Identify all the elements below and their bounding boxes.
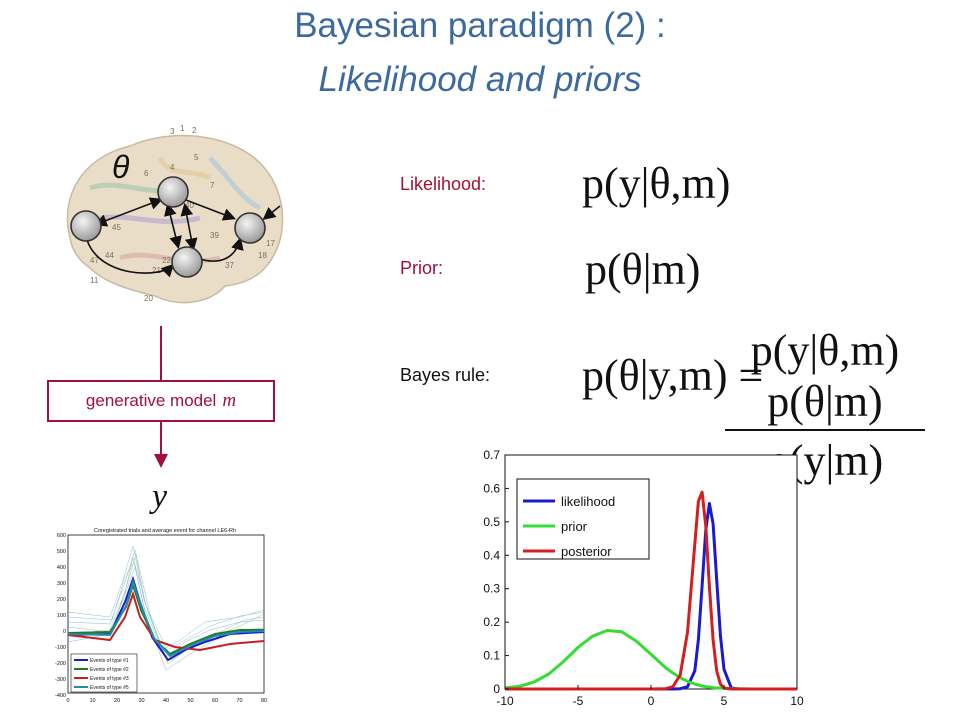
brain-area-label: 11 bbox=[90, 276, 99, 285]
eeg-ytick: -200 bbox=[55, 661, 66, 667]
fraction-bar bbox=[725, 429, 925, 431]
legend-label-prior: prior bbox=[561, 519, 588, 534]
connection-arrow bbox=[86, 239, 175, 278]
chart-legend bbox=[516, 478, 650, 560]
y-tick-label: 0.7 bbox=[483, 448, 500, 462]
prior-formula: p(θ|m) bbox=[585, 245, 701, 294]
connection-arrow bbox=[185, 199, 236, 221]
eeg-ytick: 400 bbox=[57, 565, 66, 571]
likelihood-formula: p(y|θ,m) bbox=[582, 159, 731, 208]
eeg-ytick: 200 bbox=[57, 597, 66, 603]
legend-label-posterior: posterior bbox=[561, 544, 612, 559]
legend-label-likelihood: likelihood bbox=[561, 494, 615, 509]
network-node bbox=[171, 246, 203, 278]
eeg-ytick: 100 bbox=[57, 613, 66, 619]
connection-arrow bbox=[94, 197, 163, 227]
eeg-xtick: 40 bbox=[163, 698, 169, 704]
x-tick-label: 10 bbox=[790, 694, 804, 708]
input-arrow bbox=[262, 205, 281, 220]
slide-subtitle: Likelihood and priors bbox=[318, 60, 642, 99]
eeg-ytick: 300 bbox=[57, 581, 66, 587]
bayes-rule-label: Bayes rule: bbox=[400, 365, 491, 385]
eeg-ytick: 600 bbox=[57, 533, 66, 539]
generative-model-box: generative model m bbox=[47, 380, 275, 422]
brain-area-label: 17 bbox=[266, 239, 275, 248]
network-node bbox=[157, 176, 189, 208]
brain-area-label: 44 bbox=[105, 251, 114, 260]
x-tick-label: 5 bbox=[721, 694, 728, 708]
brain-area-label: 20 bbox=[144, 294, 153, 303]
brain-area-label: 37 bbox=[225, 261, 234, 270]
model-symbol: m bbox=[222, 390, 237, 411]
series-line-posterior bbox=[505, 490, 797, 691]
eeg-average-type5 bbox=[67, 578, 265, 658]
brain-area-label: 39 bbox=[210, 231, 219, 240]
eeg-xtick: 10 bbox=[89, 698, 95, 704]
y-tick-label: 0.4 bbox=[483, 548, 500, 562]
x-tick-label: -5 bbox=[573, 694, 584, 708]
brain-area-label: 22 bbox=[162, 256, 171, 265]
brain-network-diagram: 3 1 2 5 4 7 6 19 17 18 37 21 20 39 40 44… bbox=[66, 124, 284, 304]
eeg-xtick: 80 bbox=[261, 698, 267, 704]
connection-arrow bbox=[164, 202, 182, 250]
brain-area-label: 18 bbox=[258, 251, 267, 260]
eeg-xtick: 70 bbox=[236, 698, 242, 704]
generative-model-label: generative model bbox=[85, 391, 217, 410]
eeg-xtick: 60 bbox=[212, 698, 218, 704]
eeg-ytick: 500 bbox=[57, 549, 66, 555]
likelihood-label: Likelihood: bbox=[400, 174, 487, 194]
connection-arrow bbox=[180, 202, 198, 252]
generative-model-arrow bbox=[154, 326, 168, 468]
brain-area-label: 4 bbox=[170, 163, 175, 172]
eeg-xtick: 0 bbox=[66, 698, 69, 704]
eeg-ytick: -100 bbox=[55, 645, 66, 651]
brain-area-label: 2 bbox=[192, 126, 197, 135]
eeg-legend bbox=[70, 653, 138, 693]
eeg-average-type3 bbox=[67, 590, 265, 652]
y-tick-label: 0.1 bbox=[483, 649, 500, 663]
eeg-legend-entry: Events of type #5 bbox=[90, 685, 129, 691]
brain-area-label: 3 bbox=[170, 127, 175, 136]
brain-area-label: 5 bbox=[194, 153, 199, 162]
theta-label: θ bbox=[112, 149, 130, 185]
eeg-xtick: 50 bbox=[187, 698, 193, 704]
eeg-trials-plot: Coregistrated trials and average event f… bbox=[55, 528, 267, 704]
prior-label: Prior: bbox=[400, 258, 444, 278]
y-tick-label: 0.3 bbox=[483, 582, 500, 596]
brain-area-label: 45 bbox=[112, 223, 121, 232]
y-tick-label: 0 bbox=[493, 682, 500, 696]
network-node bbox=[70, 210, 102, 242]
eeg-ytick: -300 bbox=[55, 677, 66, 683]
y-tick-label: 0.2 bbox=[483, 615, 500, 629]
y-tick-label: 0.5 bbox=[483, 515, 500, 529]
x-tick-label: 0 bbox=[648, 694, 655, 708]
brain-area-label: 6 bbox=[144, 169, 149, 178]
x-tick-label: -10 bbox=[496, 694, 514, 708]
brain-area-label: 7 bbox=[210, 181, 215, 190]
distribution-chart: -10 -5 0 5 10 0 0.1 0.2 0.3 0.4 0.5 0.6 0.7 likelih… bbox=[483, 448, 804, 708]
eeg-legend-entry: Events of type #1 bbox=[90, 658, 129, 664]
eeg-xtick: 30 bbox=[138, 698, 144, 704]
eeg-xtick: 20 bbox=[114, 698, 120, 704]
brain-area-label: 47 bbox=[90, 256, 99, 265]
bayes-lhs-formula: p(θ|y,m) = bbox=[582, 351, 764, 400]
eeg-legend-entry: Events of type #2 bbox=[90, 667, 129, 673]
eeg-plot-title: Coregistrated trials and average event f… bbox=[94, 528, 236, 534]
bayes-numerator: p(y|θ,m) p(θ|m) bbox=[750, 326, 900, 426]
eeg-legend-entry: Events of type #3 bbox=[90, 676, 129, 682]
brain-area-label: 1 bbox=[180, 124, 185, 133]
slide-title: Bayesian paradigm (2) : bbox=[294, 6, 666, 45]
y-label: y bbox=[152, 478, 168, 515]
eeg-ytick: 0 bbox=[63, 629, 66, 635]
brain-area-label: 21 bbox=[152, 266, 161, 275]
bayes-fraction: p(y|θ,m) p(θ|m) p(y|m) bbox=[725, 325, 925, 486]
eeg-ytick: -400 bbox=[55, 693, 66, 699]
y-tick-label: 0.6 bbox=[483, 481, 500, 495]
network-node bbox=[234, 212, 266, 244]
